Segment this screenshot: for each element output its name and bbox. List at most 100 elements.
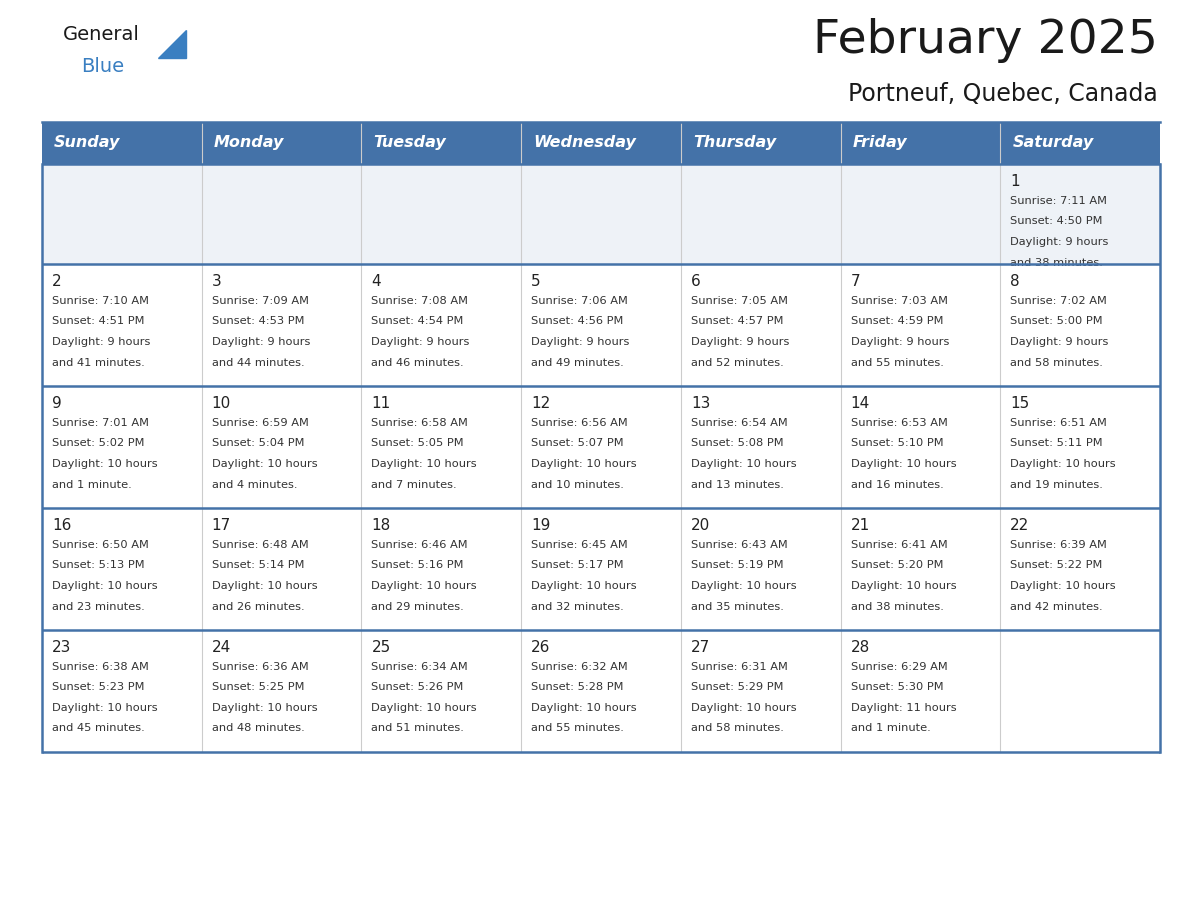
Bar [522,122,681,164]
Text: Sunrise: 6:34 AM: Sunrise: 6:34 AM [372,662,468,672]
Bar [1000,122,1159,164]
Text: Monday: Monday [214,136,284,151]
Text: Sunrise: 6:51 AM: Sunrise: 6:51 AM [1010,418,1107,428]
Bar [1000,386,1159,508]
Text: Sunrise: 6:38 AM: Sunrise: 6:38 AM [52,662,148,672]
Text: Sunset: 5:00 PM: Sunset: 5:00 PM [1010,317,1102,327]
Text: Daylight: 10 hours: Daylight: 10 hours [851,581,956,591]
Text: Sunrise: 6:41 AM: Sunrise: 6:41 AM [851,540,947,550]
Polygon shape [158,30,187,58]
Text: Sunset: 4:53 PM: Sunset: 4:53 PM [211,317,304,327]
Text: 26: 26 [531,640,550,655]
Text: 14: 14 [851,396,870,411]
Text: Daylight: 10 hours: Daylight: 10 hours [372,459,478,469]
Bar [42,164,202,264]
Text: and 1 minute.: and 1 minute. [52,479,132,489]
Text: Sunday: Sunday [53,136,120,151]
Bar [522,508,681,630]
Bar [841,630,1000,752]
Bar [522,386,681,508]
Text: February 2025: February 2025 [813,18,1158,63]
Bar [681,264,841,386]
Text: Sunset: 4:57 PM: Sunset: 4:57 PM [691,317,783,327]
Bar [42,508,202,630]
Text: Sunrise: 6:58 AM: Sunrise: 6:58 AM [372,418,468,428]
Text: 3: 3 [211,274,221,289]
Text: 17: 17 [211,518,230,533]
Bar [681,630,841,752]
Text: Thursday: Thursday [693,136,776,151]
Text: General: General [63,25,140,44]
Text: and 55 minutes.: and 55 minutes. [531,723,624,733]
Text: and 4 minutes.: and 4 minutes. [211,479,297,489]
Text: Sunrise: 7:09 AM: Sunrise: 7:09 AM [211,296,309,306]
Text: Sunset: 5:16 PM: Sunset: 5:16 PM [372,561,465,570]
Text: Sunset: 5:07 PM: Sunset: 5:07 PM [531,439,624,449]
Text: Sunrise: 6:39 AM: Sunrise: 6:39 AM [1010,540,1107,550]
Text: Sunrise: 6:56 AM: Sunrise: 6:56 AM [531,418,628,428]
Text: 10: 10 [211,396,230,411]
Bar [1000,264,1159,386]
Text: Tuesday: Tuesday [373,136,447,151]
Text: and 52 minutes.: and 52 minutes. [691,357,784,367]
Text: and 1 minute.: and 1 minute. [851,723,930,733]
Text: Friday: Friday [853,136,908,151]
Text: Daylight: 10 hours: Daylight: 10 hours [691,459,796,469]
Text: Sunrise: 6:53 AM: Sunrise: 6:53 AM [851,418,948,428]
Bar [1000,508,1159,630]
Text: Daylight: 10 hours: Daylight: 10 hours [372,581,478,591]
Bar [361,630,522,752]
Text: Wednesday: Wednesday [533,136,636,151]
Text: 8: 8 [1010,274,1020,289]
Text: Sunset: 5:11 PM: Sunset: 5:11 PM [1010,439,1102,449]
Text: and 38 minutes.: and 38 minutes. [1010,258,1104,267]
Text: and 55 minutes.: and 55 minutes. [851,357,943,367]
Text: Sunset: 5:28 PM: Sunset: 5:28 PM [531,682,624,692]
Text: Saturday: Saturday [1012,136,1093,151]
Bar [1000,164,1159,264]
Text: Daylight: 10 hours: Daylight: 10 hours [52,703,158,713]
Text: Daylight: 10 hours: Daylight: 10 hours [851,459,956,469]
Bar [42,630,202,752]
Text: 6: 6 [691,274,701,289]
Text: Sunrise: 7:03 AM: Sunrise: 7:03 AM [851,296,948,306]
Bar [522,264,681,386]
Bar [841,264,1000,386]
Bar [522,630,681,752]
Text: Sunrise: 7:08 AM: Sunrise: 7:08 AM [372,296,468,306]
Text: Sunrise: 7:11 AM: Sunrise: 7:11 AM [1010,196,1107,206]
Text: and 51 minutes.: and 51 minutes. [372,723,465,733]
Bar [841,164,1000,264]
Text: 21: 21 [851,518,870,533]
Text: and 19 minutes.: and 19 minutes. [1010,479,1104,489]
Text: Daylight: 9 hours: Daylight: 9 hours [372,337,469,347]
Text: Sunset: 4:54 PM: Sunset: 4:54 PM [372,317,463,327]
Text: Daylight: 10 hours: Daylight: 10 hours [1010,459,1116,469]
Text: and 23 minutes.: and 23 minutes. [52,601,145,611]
Text: Sunset: 5:29 PM: Sunset: 5:29 PM [691,682,783,692]
Text: Sunset: 5:25 PM: Sunset: 5:25 PM [211,682,304,692]
Text: and 16 minutes.: and 16 minutes. [851,479,943,489]
Text: Sunrise: 6:36 AM: Sunrise: 6:36 AM [211,662,309,672]
Text: and 26 minutes.: and 26 minutes. [211,601,304,611]
Text: Sunrise: 7:06 AM: Sunrise: 7:06 AM [531,296,628,306]
Bar [841,386,1000,508]
Bar [202,264,361,386]
Bar [202,630,361,752]
Bar [361,264,522,386]
Text: Sunrise: 7:02 AM: Sunrise: 7:02 AM [1010,296,1107,306]
Bar [841,122,1000,164]
Bar [202,386,361,508]
Text: Daylight: 10 hours: Daylight: 10 hours [372,703,478,713]
Text: Sunset: 5:05 PM: Sunset: 5:05 PM [372,439,465,449]
Text: Blue: Blue [81,57,124,76]
Text: Sunrise: 7:10 AM: Sunrise: 7:10 AM [52,296,148,306]
Text: 13: 13 [691,396,710,411]
Text: and 41 minutes.: and 41 minutes. [52,357,145,367]
Text: Sunrise: 6:32 AM: Sunrise: 6:32 AM [531,662,628,672]
Text: Daylight: 10 hours: Daylight: 10 hours [211,459,317,469]
Text: Sunset: 5:26 PM: Sunset: 5:26 PM [372,682,463,692]
Bar [361,164,522,264]
Text: Sunset: 5:20 PM: Sunset: 5:20 PM [851,561,943,570]
Text: 15: 15 [1010,396,1030,411]
